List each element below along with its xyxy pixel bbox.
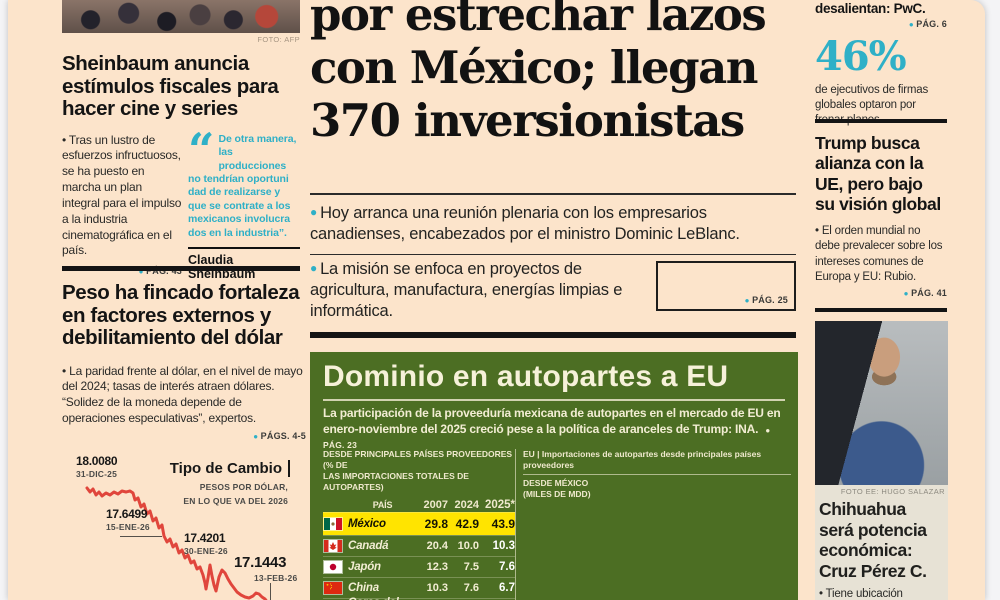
fx-chart-subtitle-1: PESOS POR DÓLAR, bbox=[199, 482, 288, 492]
left-column: FOTO: AFP Sheinbaum anuncia estímulos fi… bbox=[62, 0, 300, 281]
table-header: PAÍS 2007 2024 2025* bbox=[372, 498, 515, 511]
fx-point-value: 17.4201 bbox=[184, 531, 226, 545]
table-caption: DESDE PRINCIPALES PAÍSES PROVEEDORES (% … bbox=[323, 449, 513, 493]
page-ref-box: PÁG. 25 bbox=[656, 261, 796, 311]
infographic-title-rule bbox=[323, 399, 785, 401]
pwc-brief-headline: desalientan: PwC. bbox=[815, 1, 926, 16]
fx-point-value: 17.1443 bbox=[234, 554, 287, 571]
fx-point-date: 30-ENE-26 bbox=[184, 546, 228, 556]
main-headline: por estrechar lazos con México; llegan 3… bbox=[310, 0, 767, 147]
autoparts-infographic: Dominio en autopartes a EU La participac… bbox=[310, 352, 798, 600]
main-page-ref: PÁG. 25 bbox=[745, 295, 788, 305]
headline-rule bbox=[310, 193, 796, 195]
fx-leader-line bbox=[270, 583, 271, 600]
trump-story: Trump busca alianza con la UE, pero bajo… bbox=[815, 133, 947, 298]
chihuahua-headline: Chihuahua será potencia económica: Cruz … bbox=[819, 499, 927, 581]
peso-story: Peso ha fincado fortaleza en factores ex… bbox=[62, 281, 306, 441]
table-row: México 29.8 42.9 43.9 bbox=[323, 512, 515, 536]
stat-value: 46% bbox=[815, 33, 907, 80]
right-divider-bar-2 bbox=[815, 308, 947, 312]
fx-point-date: 15-ENE-26 bbox=[106, 522, 150, 532]
peso-headline: Peso ha fincado fortaleza en factores ex… bbox=[62, 281, 300, 350]
mexico-flag-icon bbox=[323, 517, 343, 532]
bar-chart-title: EU | Importaciones de autopartes desde p… bbox=[523, 449, 791, 476]
china-flag-icon bbox=[323, 581, 343, 596]
cinema-page-ref: PÁG. 43 bbox=[62, 266, 182, 276]
stat-description: de ejecutivos de firmas globales optaron… bbox=[815, 84, 929, 126]
right-column: desalientan: PwC. PÁG. 6 46% de ejecutiv… bbox=[815, 1, 947, 129]
infographic-subtitle: La participación de la proveeduría mexic… bbox=[323, 406, 791, 453]
suppliers-table: DESDE PRINCIPALES PAÍSES PROVEEDORES (% … bbox=[323, 449, 515, 600]
table-row: Japón 12.3 7.5 7.6 bbox=[323, 556, 515, 577]
quote-text: De otra manera, las producciones no tend… bbox=[188, 132, 297, 239]
fx-point-date: 31-DIC-25 bbox=[76, 469, 118, 479]
peso-page-ref: PÁGS. 4-5 bbox=[62, 431, 306, 441]
imports-bar-chart: EU | Importaciones de autopartes desde p… bbox=[523, 449, 798, 500]
table-row: Corea del Sur 3.5 6.3 6.1 bbox=[323, 597, 515, 600]
trump-headline: Trump busca alianza con la UE, pero bajo… bbox=[815, 133, 941, 214]
main-bullet-1: Hoy arranca una reunión plenaria con los… bbox=[310, 203, 796, 256]
peso-summary: • La paridad frente al dólar, en el nive… bbox=[62, 363, 303, 426]
pwc-page-ref: PÁG. 6 bbox=[815, 19, 947, 29]
center-divider-bar bbox=[310, 332, 796, 338]
cinema-body: • Tras un lustro de esfuerzos infructuos… bbox=[62, 122, 300, 281]
photo-credit: FOTO EE: HUGO SALAZAR bbox=[840, 487, 945, 496]
bar-chart-series-label: DESDE MÉXICO bbox=[523, 478, 589, 489]
japan-flag-icon bbox=[323, 560, 343, 575]
left-divider-bar bbox=[62, 266, 300, 271]
quote-icon: “ bbox=[188, 122, 215, 177]
main-bullet-2: La misión se enfoca en proyectos de agri… bbox=[310, 259, 655, 322]
fx-point-value: 18.0080 bbox=[76, 454, 118, 468]
cinema-headline: Sheinbaum anuncia estímulos fiscales par… bbox=[62, 52, 279, 121]
fx-chart-title: Tipo de Cambio bbox=[170, 460, 290, 477]
exchange-rate-line bbox=[85, 486, 268, 600]
right-divider-bar bbox=[815, 119, 947, 123]
fx-point-value: 17.6499 bbox=[106, 507, 148, 521]
infographic-title: Dominio en autopartes a EU bbox=[323, 360, 729, 393]
table-row: Canadá 20.4 10.0 10.3 bbox=[323, 535, 515, 556]
fx-leader-line bbox=[120, 536, 162, 537]
chihuahua-story: FOTO EE: HUGO SALAZAR Chihuahua será pot… bbox=[815, 485, 948, 600]
bar-chart-unit-label: (MILES DE MDD) bbox=[523, 489, 591, 500]
fx-chart-subtitle-2: EN LO QUE VA DEL 2026 bbox=[183, 496, 288, 506]
portrait-photo bbox=[815, 321, 948, 485]
exchange-rate-chart: Tipo de Cambio PESOS POR DÓLAR, EN LO QU… bbox=[62, 452, 312, 600]
crowd-photo bbox=[62, 0, 300, 33]
newspaper-paper: FOTO: AFP Sheinbaum anuncia estímulos fi… bbox=[8, 0, 985, 600]
canada-flag-icon bbox=[323, 539, 343, 554]
quote-block: “ De otra manera, las producciones no te… bbox=[188, 122, 300, 281]
cinema-summary: • Tras un lustro de esfuerzos infructuos… bbox=[62, 132, 182, 258]
chihuahua-summary: • Tiene ubicación bbox=[819, 587, 903, 600]
table-row: China 10.3 7.6 6.7 bbox=[323, 577, 515, 598]
photo-credit: FOTO: AFP bbox=[257, 35, 300, 44]
infographic-vertical-divider bbox=[515, 449, 516, 600]
fx-point-date: 13-FEB-26 bbox=[254, 573, 298, 583]
trump-summary: • El orden mundial no debe prevalecer so… bbox=[815, 225, 943, 283]
trump-page-ref: PÁG. 41 bbox=[815, 288, 947, 298]
quote-divider bbox=[188, 247, 300, 250]
